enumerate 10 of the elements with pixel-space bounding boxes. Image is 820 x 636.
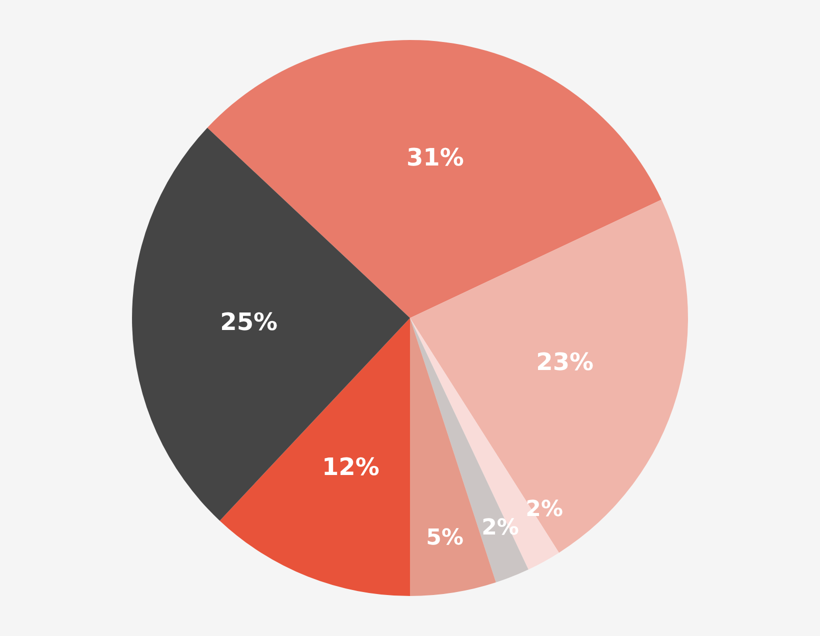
- pie-slice: [410, 318, 528, 582]
- data-label: 5%: [426, 526, 464, 551]
- data-label: 25%: [220, 308, 278, 336]
- data-label: 31%: [406, 144, 464, 172]
- data-label: 23%: [536, 348, 594, 376]
- pie-slice: [132, 128, 410, 521]
- data-label: 2%: [526, 497, 563, 522]
- data-label: 12%: [322, 452, 380, 481]
- data-label: 2%: [482, 515, 519, 540]
- pie-slice: [410, 200, 688, 553]
